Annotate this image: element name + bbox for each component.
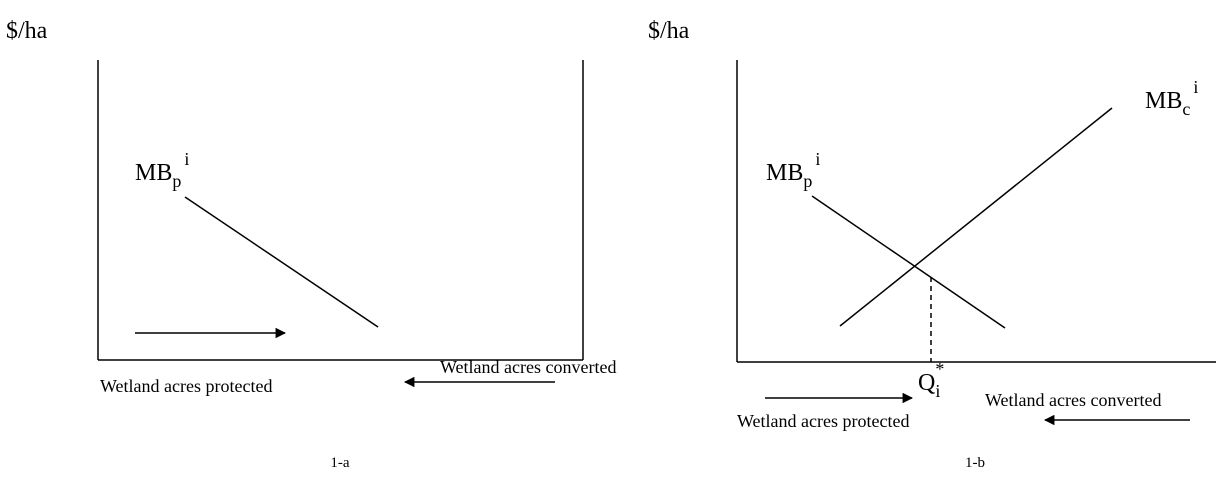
protected-label: Wetland acres protected [737, 411, 909, 431]
panel-b: $/ha MBpi MBci Qi* Wetland acres protect… [648, 18, 1216, 471]
curve-label: MBci [1145, 77, 1198, 119]
y-label: $/ha [648, 18, 690, 44]
converted-label: Wetland acres converted [440, 357, 616, 377]
base: MB [1145, 88, 1182, 114]
caption: 1-a [330, 455, 349, 471]
panel-a: $/ha MBpi Wetland acres protected Wetlan… [6, 18, 616, 471]
curve-label: MBpi [766, 149, 820, 191]
converted-label: Wetland acres converted [985, 390, 1161, 410]
sub: c [1182, 99, 1190, 119]
caption: 1-b [965, 455, 985, 471]
sup: i [1193, 77, 1198, 97]
y-label: $/ha [6, 18, 48, 44]
base: Q [918, 370, 935, 396]
base: MB [135, 160, 172, 186]
base: MB [766, 160, 803, 186]
equilibrium-label: Qi* [918, 359, 944, 401]
curve-label: MBpi [135, 149, 189, 191]
sub: i [935, 381, 940, 401]
sup: * [935, 359, 944, 379]
sub: p [172, 171, 181, 191]
curve-mbp [184, 196, 379, 328]
protected-label: Wetland acres protected [100, 376, 272, 396]
sub: p [803, 171, 812, 191]
curve-mbp [811, 195, 1006, 329]
sup: i [184, 149, 189, 169]
curve-mbc [839, 107, 1113, 327]
sup: i [815, 149, 820, 169]
